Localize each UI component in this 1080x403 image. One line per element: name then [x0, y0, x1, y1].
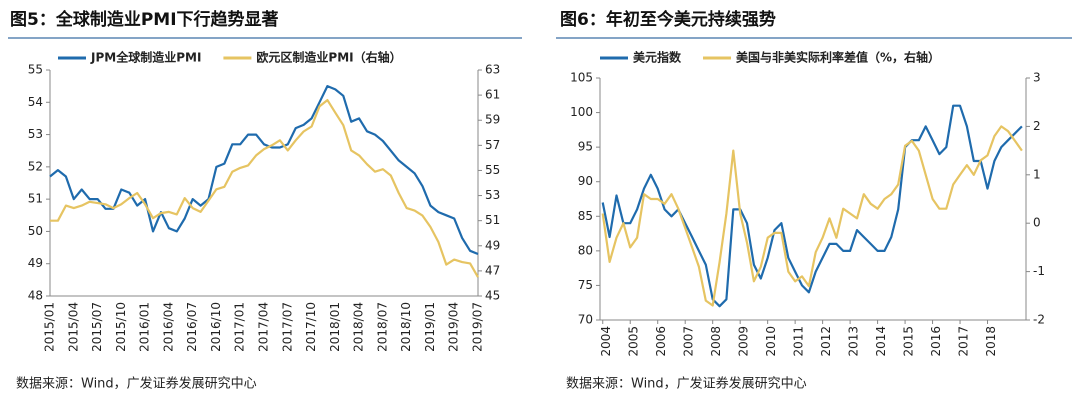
- y-tick-label: 55: [28, 63, 43, 77]
- x-tick-label: 2017/07: [280, 302, 294, 352]
- x-tick-label: 2016/07: [185, 302, 199, 352]
- y-tick-label: 75: [578, 278, 593, 292]
- series-line: [601, 104, 1023, 308]
- x-tick-label: 2015/10: [114, 302, 128, 352]
- y2-tick-label: 51: [485, 213, 500, 227]
- y2-tick-label: 1: [1033, 167, 1041, 181]
- x-tick-label: 2014: [874, 326, 888, 357]
- x-tick-label: 2016: [929, 326, 943, 357]
- x-tick-label: 2019/07: [471, 302, 485, 352]
- x-tick-label: 2015/07: [90, 302, 104, 352]
- series-line: [50, 99, 479, 278]
- y-tick-label: 80: [578, 243, 593, 257]
- y2-tick-label: 61: [485, 88, 500, 102]
- y-tick-label: 85: [578, 209, 593, 223]
- x-tick-label: 2007: [682, 326, 696, 357]
- y2-tick-label: 3: [1033, 71, 1041, 85]
- y2-tick-label: 55: [485, 163, 500, 177]
- x-tick-label: 2018/01: [328, 302, 342, 352]
- y-tick-label: 105: [570, 71, 593, 85]
- x-tick-label: 2005: [627, 326, 641, 357]
- y2-tick-label: 53: [485, 188, 500, 202]
- x-tick-label: 2019/01: [423, 302, 437, 352]
- x-tick-label: 2010: [764, 326, 778, 357]
- x-tick-label: 2011: [792, 326, 806, 357]
- x-tick-label: 2015: [902, 326, 916, 357]
- chart-title: 图6：年初至今美元持续强势: [560, 9, 776, 30]
- x-tick-label: 2004: [599, 326, 613, 357]
- y2-tick-label: 47: [485, 263, 500, 277]
- x-tick-label: 2018: [984, 326, 998, 357]
- y-tick-label: 70: [578, 313, 593, 327]
- x-tick-label: 2018/07: [375, 302, 389, 352]
- x-tick-label: 2017/01: [233, 302, 247, 352]
- y-tick-label: 53: [28, 127, 43, 141]
- x-tick-label: 2006: [654, 326, 668, 357]
- y2-tick-label: 63: [485, 63, 500, 77]
- series-line: [601, 125, 1023, 307]
- x-tick-label: 2016/04: [161, 302, 175, 352]
- y2-tick-label: -1: [1033, 264, 1045, 278]
- source: 数据来源：Wind，广发证券发展研究中心: [566, 376, 807, 392]
- x-tick-label: 2017: [957, 326, 971, 357]
- y-tick-label: 100: [570, 105, 593, 119]
- x-tick-label: 2017/04: [257, 302, 271, 352]
- y2-tick-label: 59: [485, 113, 500, 127]
- y2-tick-label: -2: [1033, 313, 1045, 327]
- y-tick-label: 51: [28, 192, 43, 206]
- x-tick-label: 2016/10: [209, 302, 223, 352]
- x-tick-label: 2018/10: [399, 302, 413, 352]
- legend-label: 美国与非美实际利率差值（%，右轴）: [736, 50, 940, 65]
- y-tick-label: 90: [578, 174, 593, 188]
- x-tick-label: 2017/10: [304, 302, 318, 352]
- x-tick-label: 2013: [847, 326, 861, 357]
- y2-tick-label: 45: [485, 289, 500, 303]
- y-tick-label: 49: [28, 256, 43, 270]
- x-tick-label: 2012: [819, 326, 833, 357]
- x-tick-label: 2016/01: [138, 302, 152, 352]
- y-tick-label: 52: [28, 159, 43, 173]
- y2-tick-label: 57: [485, 138, 500, 152]
- series-line: [49, 85, 479, 256]
- x-tick-label: 2009: [737, 326, 751, 357]
- x-tick-label: 2019/04: [447, 302, 461, 352]
- y-tick-label: 95: [578, 140, 593, 154]
- y2-tick-label: 0: [1033, 216, 1041, 230]
- legend-label: 美元指数: [633, 50, 682, 65]
- y2-tick-label: 2: [1033, 119, 1041, 133]
- y-tick-label: 54: [28, 95, 43, 109]
- y-tick-label: 48: [28, 289, 43, 303]
- x-tick-label: 2018/04: [352, 302, 366, 352]
- y-tick-label: 50: [28, 224, 43, 238]
- legend-label: 欧元区制造业PMI（右轴）: [256, 50, 401, 65]
- x-tick-label: 2015/04: [66, 302, 80, 352]
- x-tick-label: 2008: [709, 326, 723, 357]
- legend-label: JPM全球制造业PMI: [90, 50, 201, 65]
- y2-tick-label: 49: [485, 238, 500, 252]
- chart-title: 图5：全球制造业PMI下行趋势显著: [10, 9, 279, 30]
- x-tick-label: 2015/01: [43, 302, 57, 352]
- source: 数据来源：Wind，广发证券发展研究中心: [16, 376, 257, 392]
